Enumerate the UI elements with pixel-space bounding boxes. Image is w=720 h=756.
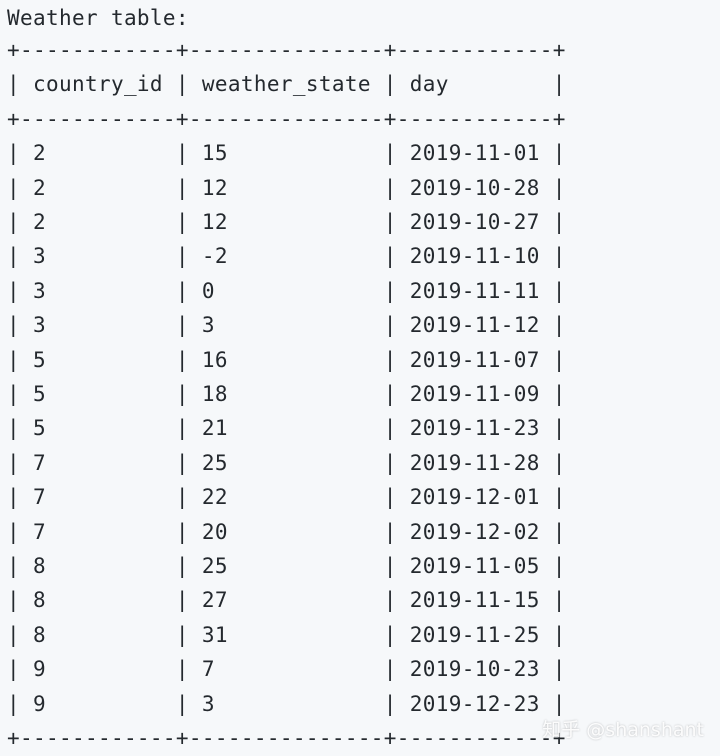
- table-row: | 5 | 18 | 2019-11-09 |: [7, 382, 566, 406]
- table-caption: Weather table:: [7, 6, 189, 30]
- table-row: | 2 | 15 | 2019-11-01 |: [7, 141, 566, 166]
- table-row: | 7 | 22 | 2019-12-01 |: [7, 485, 566, 510]
- table-row: | 7 | 25 | 2019-11-28 |: [7, 450, 566, 475]
- table-row: | 9 | 3 | 2019-12-23 |: [7, 691, 566, 716]
- table-row: | 3 | -2 | 2019-11-10 |: [7, 244, 566, 269]
- table-row: | 8 | 31 | 2019-11-25 |: [7, 622, 566, 647]
- table-border-header: +------------+---------------+----------…: [7, 106, 566, 131]
- table-row: | 8 | 25 | 2019-11-05 |: [7, 554, 566, 578]
- table-row: | 5 | 21 | 2019-11-23 |: [7, 416, 566, 441]
- table-row: | 5 | 16 | 2019-11-07 |: [7, 347, 566, 372]
- table-row: | 8 | 27 | 2019-11-15 |: [7, 588, 566, 613]
- table-row: | 3 | 3 | 2019-11-12 |: [7, 313, 566, 338]
- table-border-bottom: +------------+---------------+----------…: [7, 726, 566, 750]
- table-row: | 9 | 7 | 2019-10-23 |: [7, 657, 566, 682]
- table-border-top: +------------+---------------+----------…: [7, 38, 566, 62]
- table-header-row: | country_id | weather_state | day |: [7, 72, 566, 97]
- code-block: Weather table: +------------+-----------…: [7, 0, 720, 756]
- table-row: | 2 | 12 | 2019-10-28 |: [7, 175, 566, 200]
- watermark: 知乎 @shanshant: [542, 719, 704, 741]
- table-row: | 7 | 20 | 2019-12-02 |: [7, 519, 566, 544]
- table-row: | 2 | 12 | 2019-10-27 |: [7, 210, 566, 234]
- table-row: | 3 | 0 | 2019-11-11 |: [7, 278, 566, 303]
